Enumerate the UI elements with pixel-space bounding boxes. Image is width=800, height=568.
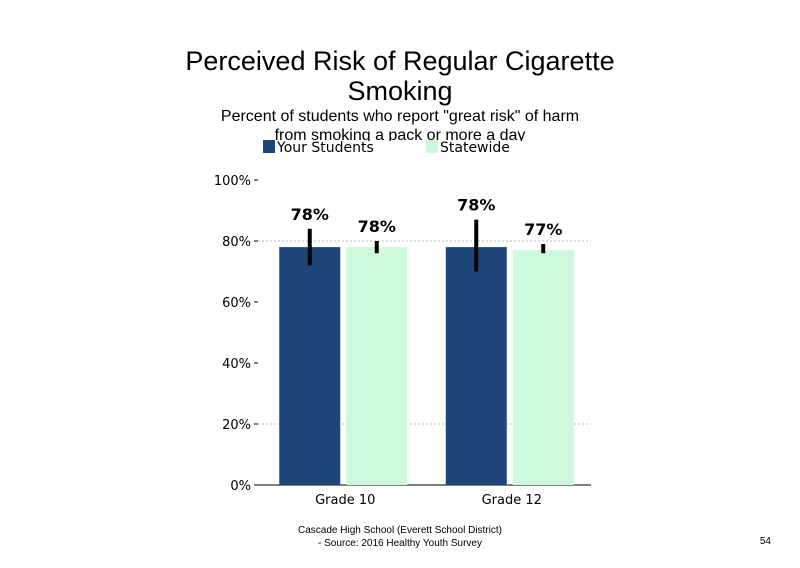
y-tick-label: 60%	[222, 296, 251, 311]
data-label-statewide-grade-12: 77%	[524, 220, 562, 239]
y-tick-label: 80%	[222, 235, 251, 250]
legend-label-statewide: Statewide	[440, 140, 510, 156]
data-label-statewide-grade-10: 78%	[358, 217, 396, 236]
footer-line-1: Cascade High School (Everett School Dist…	[298, 525, 502, 536]
chart-title-line-2: Smoking	[347, 76, 453, 106]
y-tick-label: 0%	[230, 479, 251, 494]
legend-swatch-your-students	[263, 140, 275, 153]
bar-statewide-grade-12	[512, 250, 574, 485]
legend-swatch-statewide	[426, 140, 438, 153]
legend-label-your-students: Your Students	[277, 140, 374, 156]
chart-title: Perceived Risk of Regular Cigarette Smok…	[150, 46, 650, 106]
chart-subtitle-line-1: Percent of students who report "great ri…	[220, 108, 580, 125]
chart-subtitle-line-2: from smoking a pack or more a day	[274, 127, 526, 141]
page-number: 54	[759, 536, 771, 547]
bar-your-students-grade-12	[445, 247, 507, 485]
x-tick-label: Grade 12	[482, 493, 542, 508]
y-tick-label: 40%	[222, 357, 251, 372]
legend-item-statewide: Statewide	[426, 140, 510, 156]
chart-title-line-1: Perceived Risk of Regular Cigarette	[185, 46, 615, 76]
y-tick-label: 100%	[214, 174, 251, 189]
legend-item-your-students: Your Students	[263, 140, 374, 156]
chart-subtitle: Percent of students who report "great ri…	[190, 107, 610, 141]
y-tick-label: 20%	[222, 418, 251, 433]
x-tick-label: Grade 10	[315, 493, 375, 508]
data-label-your-students-grade-12: 78%	[457, 196, 495, 215]
data-label-your-students-grade-10: 78%	[291, 205, 329, 224]
bar-statewide-grade-10	[346, 247, 408, 485]
footer-source: Cascade High School (Everett School Dist…	[240, 524, 560, 550]
footer-line-2: - Source: 2016 Healthy Youth Survey	[318, 538, 482, 549]
bar-your-students-grade-10	[279, 247, 341, 485]
